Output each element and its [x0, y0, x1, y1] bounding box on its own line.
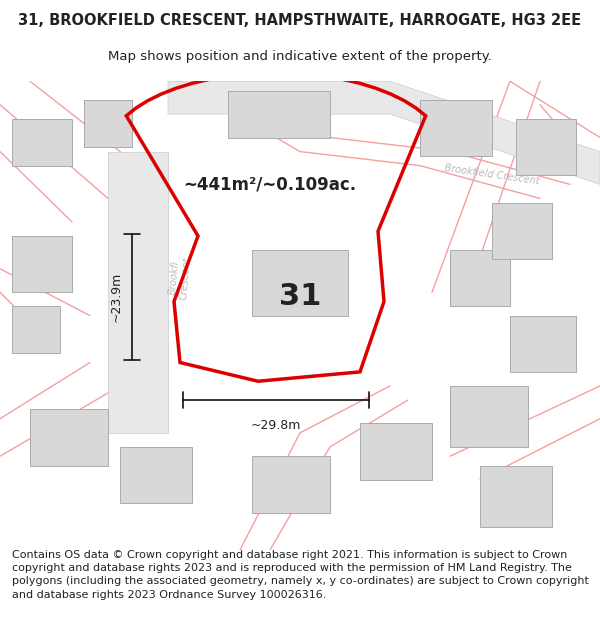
Text: ~29.8m: ~29.8m	[251, 419, 301, 432]
Text: Contains OS data © Crown copyright and database right 2021. This information is : Contains OS data © Crown copyright and d…	[12, 550, 589, 599]
Polygon shape	[492, 203, 552, 259]
Polygon shape	[360, 424, 432, 480]
Polygon shape	[510, 316, 576, 372]
Polygon shape	[420, 100, 492, 156]
Polygon shape	[120, 447, 192, 503]
Polygon shape	[228, 91, 330, 138]
Polygon shape	[84, 100, 132, 147]
Polygon shape	[252, 250, 348, 316]
Polygon shape	[30, 409, 108, 466]
Polygon shape	[12, 236, 72, 292]
Polygon shape	[12, 306, 60, 353]
Text: ~23.9m: ~23.9m	[110, 272, 123, 322]
Text: Brookfi
Crescent: Brookfi Crescent	[167, 256, 193, 301]
Polygon shape	[252, 456, 330, 512]
Polygon shape	[168, 81, 600, 184]
Text: 31, BROOKFIELD CRESCENT, HAMPSTHWAITE, HARROGATE, HG3 2EE: 31, BROOKFIELD CRESCENT, HAMPSTHWAITE, H…	[19, 12, 581, 28]
Polygon shape	[450, 386, 528, 447]
Polygon shape	[516, 119, 576, 175]
Text: Brookfield Crescent: Brookfield Crescent	[444, 163, 540, 187]
Text: ~441m²/~0.109ac.: ~441m²/~0.109ac.	[184, 176, 356, 193]
Polygon shape	[480, 466, 552, 526]
Text: 31: 31	[279, 282, 321, 311]
Polygon shape	[108, 151, 168, 432]
Text: Map shows position and indicative extent of the property.: Map shows position and indicative extent…	[108, 51, 492, 63]
Polygon shape	[12, 119, 72, 166]
Polygon shape	[450, 250, 510, 306]
